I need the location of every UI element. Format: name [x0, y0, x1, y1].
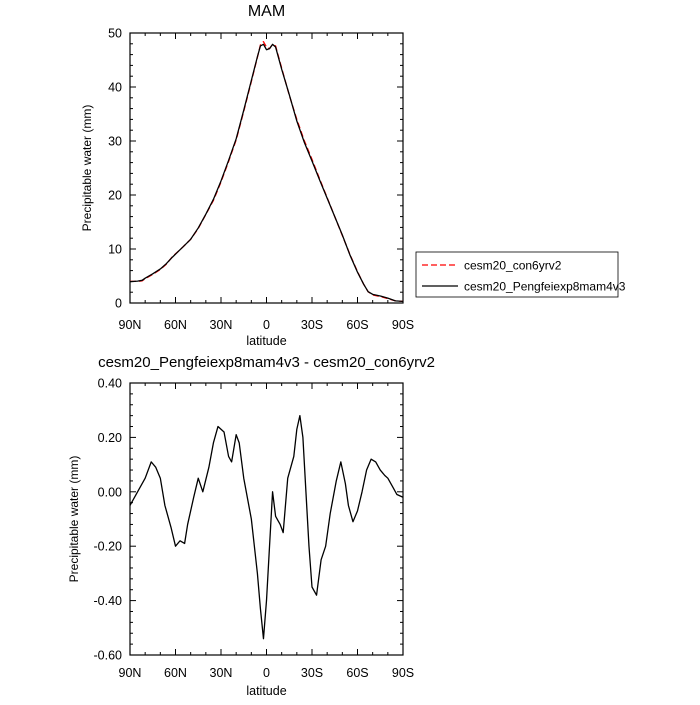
chart2-x-tick-label: 30N [210, 666, 233, 680]
chart2-y-tick-label: -0.60 [94, 649, 123, 663]
legend-label-1: cesm20_con6yrv2 [464, 259, 562, 273]
chart1-plot-frame [129, 32, 404, 304]
chart2-x-tick-label: 90S [392, 666, 414, 680]
chart1-y-tick-label: 30 [108, 135, 122, 149]
chart2-title: cesm20_Pengfeiexp8mam4v3 - cesm20_con6yr… [98, 354, 435, 371]
chart2-y-tick-label: -0.20 [94, 540, 123, 554]
chart1-title: MAM [248, 3, 285, 20]
chart2-x-tick-label: 90N [119, 666, 142, 680]
chart1-y-tick-label: 10 [108, 243, 122, 257]
chart2-x-tick-label: 60S [346, 666, 368, 680]
chart1-x-tick-label: 30S [301, 318, 323, 332]
chart1-x-tick-label: 60N [164, 318, 187, 332]
chart1-x-tick-label: 90S [392, 318, 414, 332]
chart1-x-tick-label: 30N [210, 318, 233, 332]
chart2-y-axis-label: Precipitable water (mm) [67, 456, 81, 583]
chart2-y-tick-label: -0.40 [94, 594, 123, 608]
chart2-y-tick-label: 0.40 [98, 377, 122, 391]
chart2-series-line-1 [129, 414, 404, 640]
chart1-y-tick-label: 50 [108, 27, 122, 41]
chart1-y-tick-label: 20 [108, 189, 122, 203]
chart2-plot-frame [129, 382, 404, 656]
chart1-x-tick-label: 60S [346, 318, 368, 332]
legend-box [415, 251, 619, 298]
legend-label-2: cesm20_Pengfeiexp8mam4v3 [464, 280, 626, 294]
chart1-series-line-1 [130, 40, 404, 303]
chart1-series-line-2 [129, 43, 404, 303]
chart1-y-axis-label: Precipitable water (mm) [80, 105, 94, 232]
chart2-y-tick-label: 0.00 [98, 485, 122, 499]
chart2-x-tick-label: 60N [164, 666, 187, 680]
chart1-y-tick-label: 0 [115, 297, 122, 311]
chart1-x-axis-label: latitude [246, 334, 286, 348]
chart1-x-tick-label: 0 [263, 318, 270, 332]
chart2-x-axis-label: latitude [246, 684, 286, 698]
chart2-x-tick-label: 30S [301, 666, 323, 680]
chart1-x-tick-label: 90N [119, 318, 142, 332]
chart2-x-tick-label: 0 [263, 666, 270, 680]
chart1-y-tick-label: 40 [108, 81, 122, 95]
chart2-y-tick-label: 0.20 [98, 431, 122, 445]
